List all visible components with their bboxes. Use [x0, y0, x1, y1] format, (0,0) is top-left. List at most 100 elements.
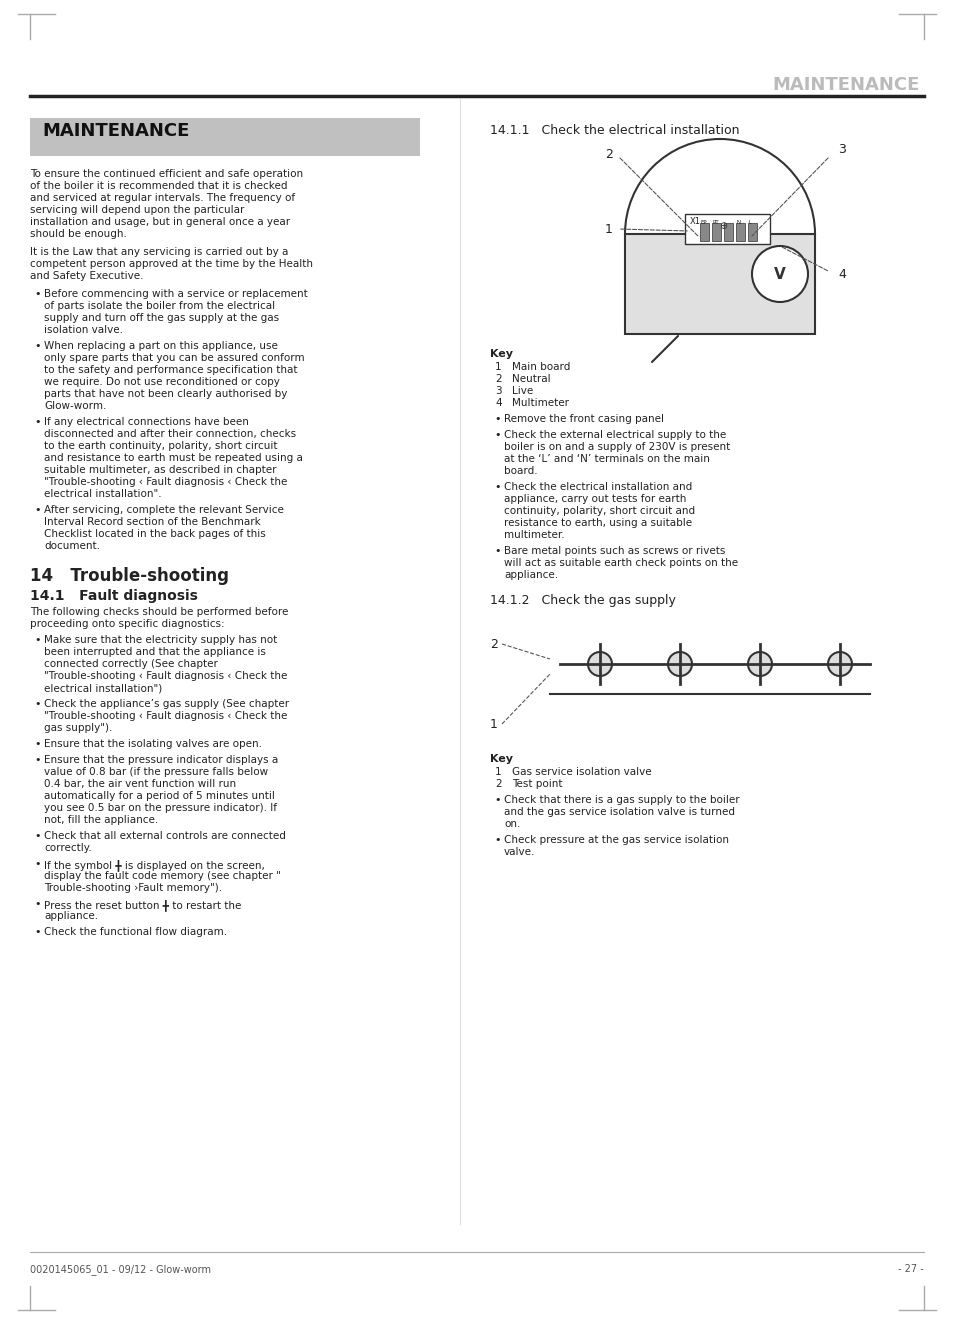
- Text: Interval Record section of the Benchmark: Interval Record section of the Benchmark: [44, 516, 260, 527]
- Text: gas supply").: gas supply").: [44, 723, 112, 733]
- Text: RT: RT: [712, 220, 719, 225]
- Text: •: •: [494, 794, 500, 805]
- Text: isolation valve.: isolation valve.: [44, 324, 123, 335]
- Text: When replacing a part on this appliance, use: When replacing a part on this appliance,…: [44, 342, 277, 351]
- Text: 2: 2: [495, 373, 501, 384]
- Text: and the gas service isolation valve is turned: and the gas service isolation valve is t…: [503, 808, 734, 817]
- Text: display the fault code memory (see chapter ": display the fault code memory (see chapt…: [44, 871, 280, 880]
- Text: electrical installation"): electrical installation"): [44, 683, 162, 692]
- Text: been interrupted and that the appliance is: been interrupted and that the appliance …: [44, 647, 266, 657]
- Text: 1: 1: [495, 361, 501, 372]
- Text: 1: 1: [495, 767, 501, 777]
- Text: parts that have not been clearly authorised by: parts that have not been clearly authori…: [44, 389, 287, 399]
- Text: •: •: [34, 859, 40, 869]
- Text: and serviced at regular intervals. The frequency of: and serviced at regular intervals. The f…: [30, 193, 294, 203]
- Text: document.: document.: [44, 542, 100, 551]
- Text: "Trouble-shooting ‹ Fault diagnosis ‹ Check the: "Trouble-shooting ‹ Fault diagnosis ‹ Ch…: [44, 711, 287, 722]
- Text: Gas service isolation valve: Gas service isolation valve: [512, 767, 651, 777]
- Text: not, fill the appliance.: not, fill the appliance.: [44, 816, 158, 825]
- Text: •: •: [34, 899, 40, 910]
- Text: •: •: [494, 835, 500, 845]
- Text: Neutral: Neutral: [512, 373, 550, 384]
- Text: After servicing, complete the relevant Service: After servicing, complete the relevant S…: [44, 504, 284, 515]
- Text: Ensure that the pressure indicator displays a: Ensure that the pressure indicator displ…: [44, 755, 278, 765]
- Text: 2: 2: [604, 147, 612, 160]
- Text: Checklist located in the back pages of this: Checklist located in the back pages of t…: [44, 530, 266, 539]
- Text: board.: board.: [503, 466, 537, 477]
- Text: •: •: [34, 417, 40, 428]
- Bar: [711, 222, 720, 241]
- Text: correctly.: correctly.: [44, 843, 91, 853]
- Text: 1: 1: [490, 718, 497, 731]
- Text: Ensure that the isolating valves are open.: Ensure that the isolating valves are ope…: [44, 739, 262, 749]
- Text: of parts isolate the boiler from the electrical: of parts isolate the boiler from the ele…: [44, 301, 274, 311]
- Circle shape: [624, 139, 814, 328]
- Text: •: •: [494, 482, 500, 493]
- Bar: [735, 222, 744, 241]
- Text: MAINTENANCE: MAINTENANCE: [772, 75, 919, 94]
- Text: Key: Key: [490, 753, 513, 764]
- Text: ⊕: ⊕: [719, 221, 726, 230]
- Text: 2: 2: [490, 637, 497, 650]
- Text: "Trouble-shooting ‹ Fault diagnosis ‹ Check the: "Trouble-shooting ‹ Fault diagnosis ‹ Ch…: [44, 477, 287, 487]
- Text: Check that all external controls are connected: Check that all external controls are con…: [44, 831, 286, 841]
- Text: Bare metal points such as screws or rivets: Bare metal points such as screws or rive…: [503, 545, 724, 556]
- Text: •: •: [34, 289, 40, 299]
- Text: 0.4 bar, the air vent function will run: 0.4 bar, the air vent function will run: [44, 779, 236, 789]
- Text: we require. Do not use reconditioned or copy: we require. Do not use reconditioned or …: [44, 377, 279, 387]
- Text: Test point: Test point: [512, 779, 562, 789]
- Text: Main board: Main board: [512, 361, 570, 372]
- Text: To ensure the continued efficient and safe operation: To ensure the continued efficient and sa…: [30, 169, 303, 179]
- Text: Live: Live: [512, 387, 533, 396]
- Text: you see 0.5 bar on the pressure indicator). If: you see 0.5 bar on the pressure indicato…: [44, 802, 276, 813]
- Text: •: •: [494, 414, 500, 424]
- Text: 14.1.2   Check the gas supply: 14.1.2 Check the gas supply: [490, 594, 675, 606]
- Text: installation and usage, but in general once a year: installation and usage, but in general o…: [30, 217, 290, 226]
- Text: disconnected and after their connection, checks: disconnected and after their connection,…: [44, 429, 295, 440]
- Text: servicing will depend upon the particular: servicing will depend upon the particula…: [30, 205, 244, 214]
- Text: proceeding onto specific diagnostics:: proceeding onto specific diagnostics:: [30, 620, 224, 629]
- Text: Make sure that the electricity supply has not: Make sure that the electricity supply ha…: [44, 636, 277, 645]
- Circle shape: [751, 246, 807, 302]
- Text: It is the Law that any servicing is carried out by a: It is the Law that any servicing is carr…: [30, 248, 288, 257]
- Text: electrical installation".: electrical installation".: [44, 489, 161, 499]
- FancyArrowPatch shape: [651, 336, 678, 361]
- Text: 4: 4: [837, 267, 845, 281]
- Text: Glow-worm.: Glow-worm.: [44, 401, 107, 410]
- Text: •: •: [34, 927, 40, 937]
- FancyBboxPatch shape: [624, 234, 814, 334]
- Text: N: N: [737, 220, 740, 225]
- Text: value of 0.8 bar (if the pressure falls below: value of 0.8 bar (if the pressure falls …: [44, 767, 268, 777]
- Text: X1: X1: [689, 217, 700, 226]
- Text: EP: EP: [700, 220, 707, 225]
- Text: appliance.: appliance.: [44, 911, 98, 922]
- Circle shape: [747, 651, 771, 677]
- Text: L: L: [748, 220, 751, 225]
- Text: "Trouble-shooting ‹ Fault diagnosis ‹ Check the: "Trouble-shooting ‹ Fault diagnosis ‹ Ch…: [44, 671, 287, 681]
- Text: supply and turn off the gas supply at the gas: supply and turn off the gas supply at th…: [44, 312, 279, 323]
- Text: Check the external electrical supply to the: Check the external electrical supply to …: [503, 430, 725, 440]
- Bar: [700, 222, 708, 241]
- Text: multimeter.: multimeter.: [503, 530, 564, 540]
- Text: Multimeter: Multimeter: [512, 399, 568, 408]
- Text: will act as suitable earth check points on the: will act as suitable earth check points …: [503, 557, 738, 568]
- Bar: [723, 222, 732, 241]
- Text: 4: 4: [495, 399, 501, 408]
- Text: - 27 -: - 27 -: [898, 1264, 923, 1274]
- Text: connected correctly (See chapter: connected correctly (See chapter: [44, 659, 217, 669]
- Text: and resistance to earth must be repeated using a: and resistance to earth must be repeated…: [44, 453, 302, 463]
- Text: •: •: [34, 739, 40, 749]
- Text: •: •: [34, 831, 40, 841]
- Text: resistance to earth, using a suitable: resistance to earth, using a suitable: [503, 518, 691, 528]
- Text: Press the reset button ╋ to restart the: Press the reset button ╋ to restart the: [44, 899, 241, 911]
- Text: Key: Key: [490, 350, 513, 359]
- Text: Check the appliance’s gas supply (See chapter: Check the appliance’s gas supply (See ch…: [44, 699, 289, 708]
- Text: 14.1   Fault diagnosis: 14.1 Fault diagnosis: [30, 589, 197, 602]
- Text: •: •: [34, 504, 40, 515]
- Text: •: •: [34, 755, 40, 765]
- Text: V: V: [773, 266, 785, 282]
- Text: If any electrical connections have been: If any electrical connections have been: [44, 417, 249, 428]
- Text: of the boiler it is recommended that it is checked: of the boiler it is recommended that it …: [30, 181, 287, 191]
- Text: Check the functional flow diagram.: Check the functional flow diagram.: [44, 927, 227, 937]
- Text: on.: on.: [503, 820, 519, 829]
